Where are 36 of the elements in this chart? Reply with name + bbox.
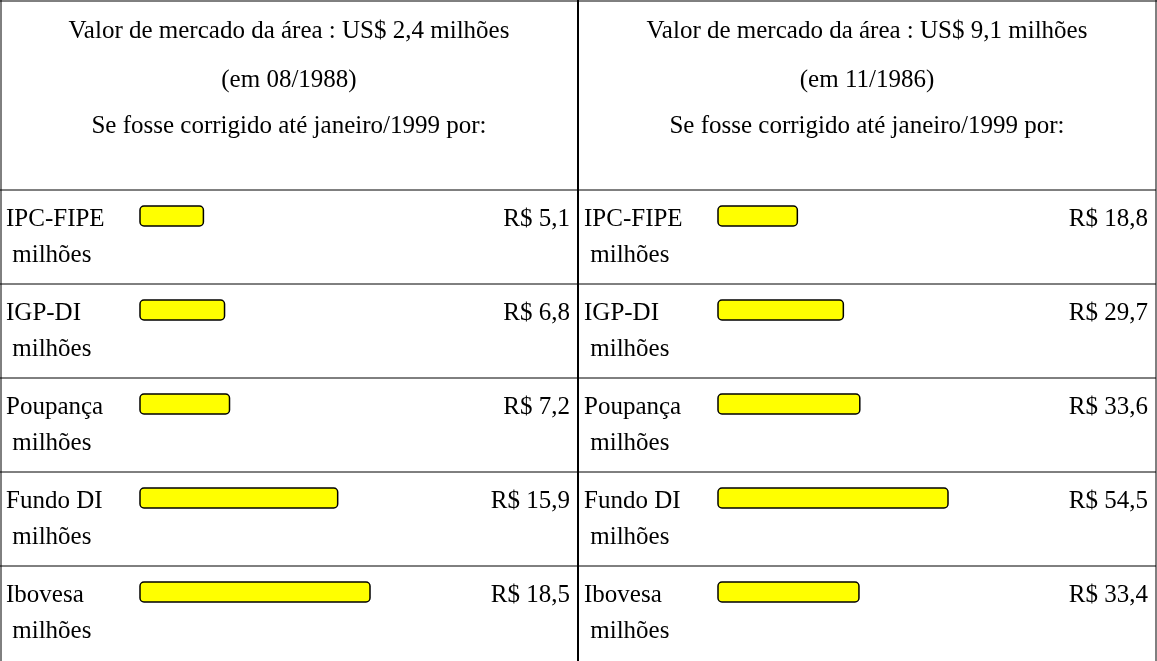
y-tick-label: IPC-FIPE milhões: [584, 204, 683, 267]
bar: [717, 205, 799, 227]
data-label: R$ 33,6: [1068, 392, 1148, 419]
bar: [717, 299, 845, 321]
chart-subtitle: (em 08/1988): [221, 65, 357, 93]
y-tick-label: Poupança milhões: [6, 392, 104, 455]
data-label: R$ 18,5: [490, 580, 570, 607]
y-tick-label: Ibovesa milhões: [584, 580, 670, 643]
text: Se fosse corrigido até janeiro/1999 por:: [669, 111, 1065, 138]
data-label: R$ 54,5: [1068, 486, 1148, 513]
chart-title: Valor de mercado da área : US$ 9,1 milhões: [646, 16, 1088, 43]
y-tick-label: IGP-DI milhões: [6, 298, 92, 361]
bar: [139, 205, 205, 227]
chart-subtitle: (em 11/1986): [799, 65, 935, 93]
bar: [139, 299, 226, 321]
data-label: R$ 18,8: [1068, 204, 1148, 231]
bar: [139, 581, 371, 603]
bar: [717, 393, 861, 415]
text: Se fosse corrigido até janeiro/1999 por:: [91, 111, 487, 138]
data-label: R$ 15,9: [490, 486, 570, 513]
y-tick-label: Fundo DI milhões: [584, 486, 681, 549]
data-label: R$ 33,4: [1068, 580, 1149, 607]
bar: [139, 487, 339, 509]
y-tick-label: Ibovesa milhões: [6, 580, 92, 643]
data-label: R$ 7,2: [503, 392, 570, 419]
y-tick-label: Fundo DI milhões: [6, 486, 103, 549]
data-label: R$ 5,1: [503, 204, 570, 231]
data-label: R$ 6,8: [503, 298, 570, 325]
y-tick-label: Poupança milhões: [584, 392, 682, 455]
y-tick-label: IGP-DI milhões: [584, 298, 670, 361]
y-tick-label: IPC-FIPE milhões: [6, 204, 105, 267]
data-label: R$ 29,7: [1068, 298, 1148, 325]
chart-title: Valor de mercado da área : US$ 2,4 milhões: [68, 16, 510, 43]
bar: [717, 487, 949, 509]
bar: [717, 581, 860, 603]
bar: [139, 393, 231, 415]
